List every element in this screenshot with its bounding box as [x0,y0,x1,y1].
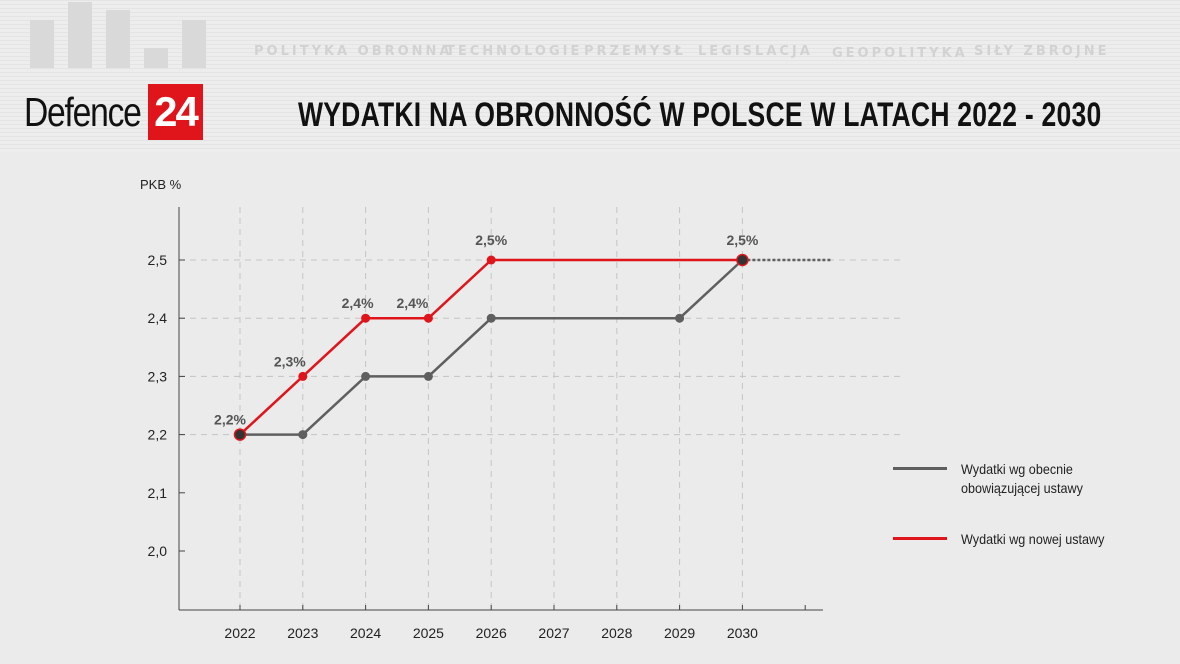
data-point-current [361,371,371,381]
x-tick-label: 2023 [287,625,318,641]
defence24-logo: Defence 24 [24,84,203,140]
data-point-current [675,313,685,323]
x-tick-label: 2028 [601,625,632,641]
x-tick-label: 2027 [538,625,569,641]
data-point-current [486,313,496,323]
data-label: 2,4% [342,295,374,311]
nav-item: GEOPOLITYKA [832,46,968,61]
data-point-new [298,371,308,381]
data-label: 2,5% [726,232,758,248]
data-point-new [423,313,433,323]
x-tick-label: 2029 [664,625,695,641]
x-tick-label: 2024 [350,625,381,641]
legend-label: Wydatki wg obecnie obowiązującej ustawy [961,461,1083,496]
logo-number: 24 [148,84,203,140]
legend-swatch-current [893,467,947,470]
data-label: 2,4% [396,295,428,311]
data-label: 2,3% [274,353,306,369]
y-tick-label: 2,3 [148,368,168,384]
y-tick-label: 2,4 [148,310,168,326]
y-axis-label: PKB % [140,177,182,192]
x-tick-label: 2030 [727,625,758,641]
data-label: 2,2% [214,412,246,428]
data-point-new [361,313,371,323]
y-tick-label: 2,2 [148,427,168,443]
data-point-current [298,430,308,440]
x-tick-label: 2025 [413,625,444,641]
nav-item: TECHNOLOGIE [446,44,583,59]
y-tick-label: 2,0 [148,543,168,559]
nav-item: POLITYKA OBRONNA [254,44,453,59]
data-point-overlap [233,428,247,441]
data-point-new [486,255,496,265]
nav-item: SIŁY ZBROJNE [974,44,1110,59]
logo-text: Defence [24,88,142,135]
legend-item: Wydatki wg obecnie obowiązującej ustawy [893,460,1153,498]
y-tick-label: 2,5 [148,252,168,268]
legend-item: Wydatki wg nowej ustawy [893,530,1153,549]
legend-swatch-new [893,537,947,540]
y-tick-label: 2,1 [148,485,168,501]
nav-item: PRZEMYSŁ [584,44,686,59]
data-point-current [423,371,433,381]
data-label: 2,5% [475,232,507,248]
series-line-new [239,258,743,436]
legend-label: Wydatki wg nowej ustawy [961,531,1105,547]
x-tick-label: 2026 [476,625,507,641]
nav-item: LEGISLACJA [698,44,813,59]
data-point-overlap [736,253,749,267]
x-tick-label: 2022 [224,625,255,641]
